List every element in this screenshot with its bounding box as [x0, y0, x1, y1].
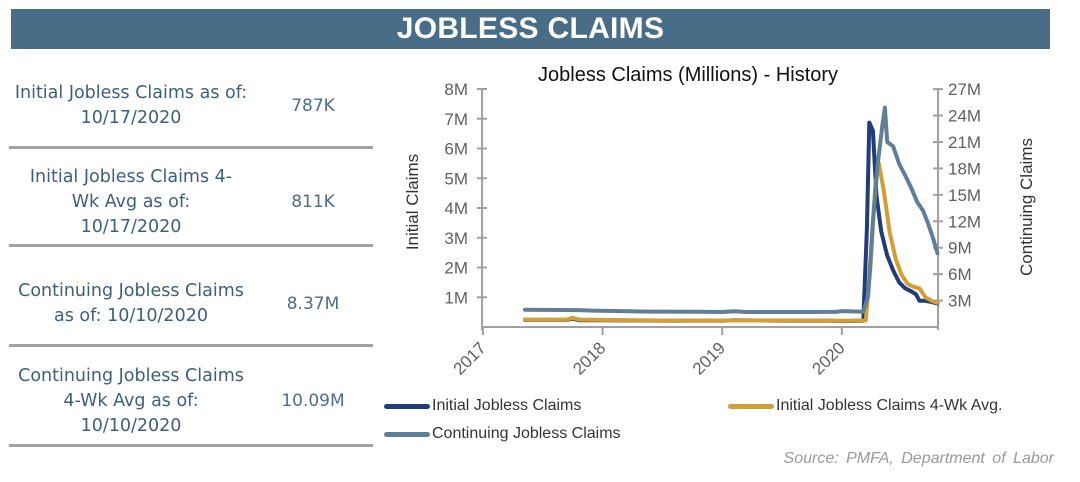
y-tick-label: 5M: [444, 169, 468, 188]
y-tick-label-right: 3M: [948, 292, 972, 311]
legend-item-continuing: Continuing Jobless Claims: [384, 425, 621, 443]
chart-title: Jobless Claims (Millions) - History: [538, 64, 839, 86]
y-tick-label-right: 18M: [948, 159, 981, 178]
x-tick-label: 2020: [808, 338, 848, 378]
stat-label: Initial Jobless Claims 4-Wk Avg as of: 1…: [29, 166, 233, 237]
stat-label: Continuing Jobless Claims as of: 10/10/2…: [18, 281, 244, 326]
legend-label: Initial Jobless Claims: [432, 397, 582, 414]
stat-label: Initial Jobless Claims as of: 10/17/2020: [14, 83, 248, 128]
y-tick-label: 6M: [444, 140, 468, 159]
y-tick-label-right: 6M: [948, 265, 972, 284]
stat-divider: [9, 244, 373, 247]
y-tick-label-right: 24M: [948, 107, 981, 126]
stat-value: 787K: [291, 96, 335, 116]
series-line: [522, 105, 940, 314]
y-tick-label: 8M: [444, 80, 468, 99]
stat-value: 811K: [291, 192, 335, 212]
stat-divider: [9, 344, 373, 347]
y-tick-label-right: 15M: [948, 186, 981, 205]
y-tick-label-right: 21M: [948, 133, 981, 152]
source-note: Source: PMFA, Department of Labor: [783, 450, 1054, 467]
y-tick-label: 3M: [444, 229, 468, 248]
stat-divider: [9, 146, 373, 149]
stat-continuing-claims-avg: Continuing Jobless Claims 4-Wk Avg as of…: [9, 362, 373, 440]
x-tick-label: 2017: [450, 338, 490, 378]
legend-label: Continuing Jobless Claims: [432, 425, 621, 442]
y-axis-title-right: Continuing Claims: [1017, 138, 1036, 276]
legend-swatch: [384, 403, 430, 409]
y-tick-label: 4M: [444, 199, 468, 218]
legend-item-initial: Initial Jobless Claims: [384, 397, 581, 415]
y-tick-label: 1M: [444, 288, 468, 307]
legend-item-avg: Initial Jobless Claims 4-Wk Avg.: [728, 397, 1002, 415]
stat-value: 8.37M: [286, 294, 340, 314]
stat-value: 10.09M: [281, 391, 345, 411]
chart-axes: 1M 2M 3M 4M 5M 6M 7M 8M 3M 6M 9M 12M 15M 18M 21M 24M 27M…: [403, 80, 1036, 379]
y-tick-label-right: 12M: [948, 212, 981, 231]
y-tick-label-right: 27M: [948, 80, 981, 99]
chart-lines: [522, 105, 940, 324]
series-line: [522, 120, 940, 324]
x-tick-label: 2018: [569, 338, 609, 378]
y-tick-label: 7M: [444, 110, 468, 129]
y-axis-title: Initial Claims: [403, 154, 422, 250]
x-tick-label: 2019: [689, 338, 729, 378]
legend-swatch: [728, 403, 774, 409]
y-tick-label-right: 9M: [948, 239, 972, 258]
stat-initial-claims-avg: Initial Jobless Claims 4-Wk Avg as of: 1…: [9, 163, 373, 241]
y-tick-label: 2M: [444, 259, 468, 278]
stat-continuing-claims: Continuing Jobless Claims as of: 10/10/2…: [9, 276, 373, 332]
legend-label: Initial Jobless Claims 4-Wk Avg.: [776, 397, 1003, 414]
banner-title: JOBLESS CLAIMS: [396, 12, 665, 45]
legend-swatch: [384, 431, 430, 437]
page-banner: JOBLESS CLAIMS: [11, 9, 1050, 49]
stat-divider: [9, 444, 373, 447]
stat-initial-claims: Initial Jobless Claims as of: 10/17/2020…: [9, 78, 373, 134]
stat-label: Continuing Jobless Claims 4-Wk Avg as of…: [18, 365, 244, 436]
